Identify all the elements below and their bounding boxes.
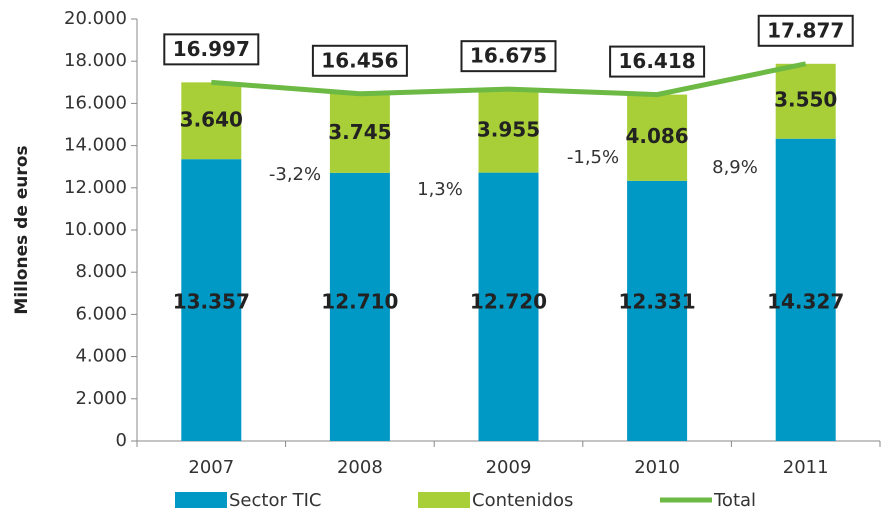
total-value-label: 16.675 <box>470 44 547 68</box>
bar <box>181 82 242 160</box>
bar <box>181 159 242 441</box>
growth-annotation: -1,5% <box>567 147 619 168</box>
bar-value-label: 3.745 <box>328 120 391 144</box>
growth-annotation: 8,9% <box>712 157 758 178</box>
x-tick-label: 2010 <box>634 457 680 478</box>
legend-label: Sector TIC <box>229 490 321 511</box>
bar <box>627 94 688 181</box>
total-line <box>211 61 807 98</box>
legend-swatch <box>418 492 470 508</box>
legend-swatch <box>175 492 227 508</box>
bar-value-label: 3.550 <box>774 88 837 112</box>
bar <box>329 172 390 441</box>
y-tick-label: 2.000 <box>75 388 127 409</box>
y-tick-label: 16.000 <box>64 92 127 113</box>
bar-value-label: 3.955 <box>477 117 540 141</box>
x-tick-label: 2011 <box>783 457 829 478</box>
bar-value-label: 14.327 <box>767 290 844 314</box>
legend-label: Contenidos <box>472 490 573 511</box>
total-label-box <box>609 45 706 78</box>
x-tick-label: 2007 <box>188 457 234 478</box>
bar <box>775 138 836 441</box>
y-axis-label: Millones de euros <box>12 145 32 314</box>
total-value-label: 16.456 <box>321 48 398 72</box>
bar-value-label: 12.331 <box>619 290 696 314</box>
total-label-box <box>460 40 557 73</box>
bar <box>478 172 539 441</box>
legend-label: Total <box>713 490 756 511</box>
total-value-label: 16.418 <box>619 49 696 73</box>
bar <box>329 93 390 173</box>
bar-value-label: 13.357 <box>173 290 250 314</box>
y-tick-label: 8.000 <box>75 261 127 282</box>
y-tick-label: 4.000 <box>75 346 127 367</box>
bar-value-label: 12.710 <box>321 290 398 314</box>
bar <box>627 180 688 441</box>
growth-annotation: 1,3% <box>417 179 463 200</box>
total-value-label: 17.877 <box>767 18 844 42</box>
y-tick-label: 12.000 <box>64 177 127 198</box>
bar-value-label: 3.640 <box>180 107 243 131</box>
bar-value-label: 4.086 <box>625 124 688 148</box>
total-label-box <box>311 44 408 77</box>
y-tick-label: 0 <box>116 430 127 451</box>
total-label-box <box>163 33 260 66</box>
total-label-box <box>757 14 854 47</box>
total-value-label: 16.997 <box>173 37 250 61</box>
bar <box>775 63 836 139</box>
y-tick-label: 14.000 <box>64 135 127 156</box>
x-tick-label: 2008 <box>337 457 383 478</box>
y-tick-label: 20.000 <box>64 8 127 29</box>
growth-annotation: -3,2% <box>269 164 321 185</box>
y-tick-label: 10.000 <box>64 219 127 240</box>
x-tick-label: 2009 <box>486 457 532 478</box>
bar-value-label: 12.720 <box>470 290 547 314</box>
y-tick-label: 6.000 <box>75 303 127 324</box>
y-tick-label: 18.000 <box>64 50 127 71</box>
bar <box>478 89 539 173</box>
